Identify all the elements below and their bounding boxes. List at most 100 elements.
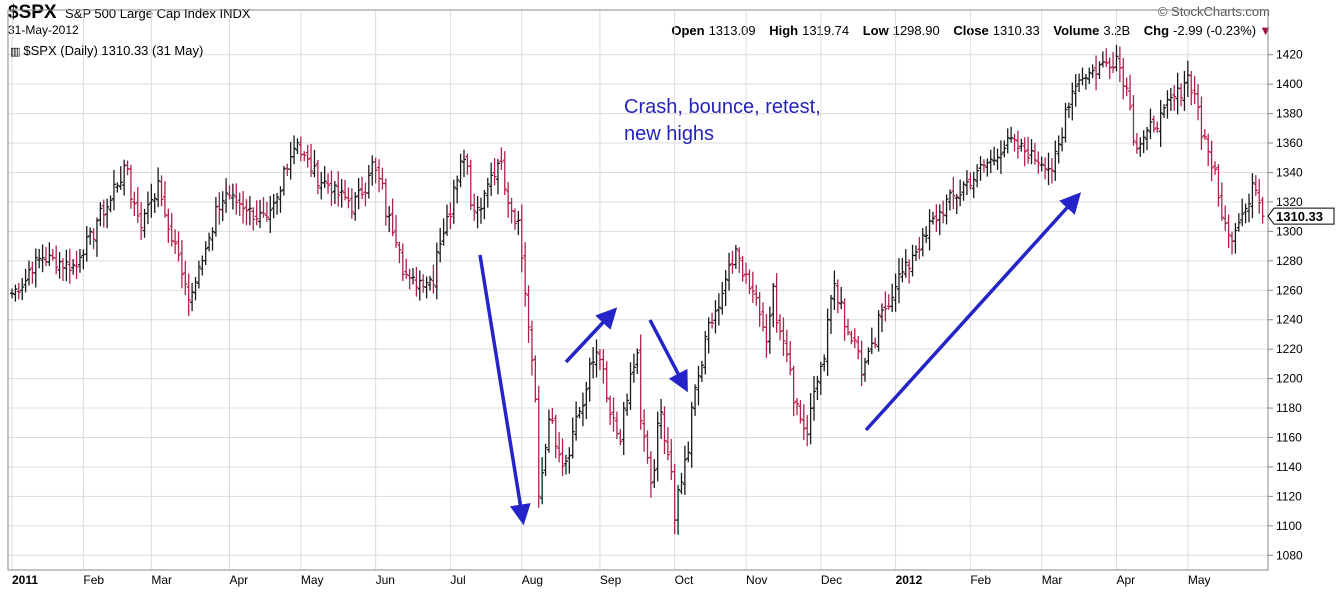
- last-value-label: 1310.33: [1276, 209, 1323, 224]
- new-highs-arrow: [864, 192, 1082, 432]
- ohlc-bar: [1192, 75, 1197, 105]
- ohlc-bar: [723, 270, 728, 307]
- ohlc-bar: [84, 226, 89, 262]
- ohlc-bar: [560, 438, 565, 476]
- ohlc-bar: [1243, 203, 1248, 224]
- volume-label: Volume: [1053, 23, 1100, 38]
- ohlc-bar: [370, 155, 375, 186]
- ohlc-bar: [750, 271, 755, 303]
- ohlc-bar: [791, 365, 796, 417]
- ohlc-bar: [618, 428, 623, 446]
- ohlc-bar: [159, 175, 164, 207]
- ohlc-bar: [118, 166, 123, 190]
- ohlc-bar: [693, 384, 698, 416]
- ohlc-bar: [1209, 140, 1214, 182]
- ohlc-bar: [985, 158, 990, 177]
- ohlc-bar: [604, 361, 609, 403]
- stockcharts-credit[interactable]: © StockCharts.com: [1157, 4, 1270, 19]
- y-tick-label: 1380: [1276, 107, 1303, 121]
- ohlc-bar: [744, 262, 749, 284]
- ohlc-bar: [1151, 115, 1156, 133]
- ohlc-bar: [128, 164, 133, 209]
- ohlc-bar: [288, 141, 293, 180]
- ohlc-bar: [1053, 140, 1058, 182]
- ohlc-bar: [611, 397, 616, 432]
- ohlc-bar: [281, 165, 286, 196]
- ohlc-bar: [40, 244, 45, 273]
- ohlc-bar: [886, 294, 891, 310]
- ohlc-bar: [944, 194, 949, 225]
- ohlc-bar: [366, 164, 371, 199]
- plot-frame: [7, 9, 1269, 571]
- ohlc-bar: [1165, 90, 1170, 119]
- ohlc-bar: [336, 171, 341, 207]
- y-tick-label: 1320: [1276, 195, 1303, 209]
- ohlc-bar: [846, 318, 850, 336]
- ohlc-bar: [492, 158, 497, 186]
- ohlc-bar: [309, 143, 314, 177]
- ohlc-bar: [1172, 85, 1177, 111]
- ohlc-bar: [390, 198, 395, 237]
- ohlc-bar: [1121, 58, 1126, 100]
- ohlc-bar: [849, 330, 854, 345]
- ohlc-bar: [676, 484, 681, 535]
- ohlc-bar: [801, 404, 806, 441]
- ohlc-bar: [1036, 151, 1041, 174]
- ohlc-bar: [346, 187, 351, 209]
- ohlc-bar: [183, 260, 188, 296]
- ohlc-bar: [1145, 126, 1150, 151]
- last-value-box: [1267, 207, 1335, 225]
- ohlc-bar: [271, 194, 276, 219]
- ohlc-bar: [594, 339, 599, 378]
- chart-date: 31-May-2012: [8, 23, 79, 37]
- ohlc-bar: [33, 248, 38, 288]
- y-tick-label: 1200: [1276, 372, 1303, 386]
- x-tick-label: May: [301, 573, 324, 587]
- close-value: 1310.33: [992, 23, 1040, 38]
- x-tick-label: 2012: [896, 573, 923, 587]
- ohlc-bar: [631, 353, 636, 383]
- ohlc-bar: [757, 291, 762, 327]
- ohlc-bar: [302, 151, 307, 162]
- ohlc-bar: [737, 247, 742, 273]
- ohlc-bar: [37, 248, 42, 269]
- ohlc-bar: [832, 270, 837, 311]
- ohlc-bar: [298, 136, 303, 162]
- ohlc-bar: [499, 147, 504, 170]
- y-tick-label: 1420: [1276, 48, 1303, 62]
- ohlc-bar: [1219, 182, 1224, 221]
- ohlc-bar: [356, 177, 361, 210]
- ohlc-bar: [924, 226, 929, 244]
- ohlc-bar: [43, 246, 48, 267]
- ohlc-bar: [727, 252, 732, 291]
- ohlc-bar: [111, 169, 116, 211]
- ohlc-bar: [805, 415, 810, 447]
- ohlc-bar: [74, 250, 79, 280]
- y-tick-label: 1180: [1276, 401, 1302, 415]
- ohlc-bar: [913, 245, 918, 261]
- x-tick-label: Nov: [746, 573, 767, 587]
- ohlc-bar: [614, 411, 619, 439]
- ohlc-bar: [10, 288, 14, 299]
- ohlc-bar: [81, 249, 86, 270]
- ohlc-bar: [60, 258, 65, 282]
- ohlc-bar: [1094, 55, 1099, 91]
- ohlc-bar: [937, 204, 942, 236]
- ohlc-bar: [995, 148, 1000, 171]
- ohlc-bar: [699, 360, 704, 383]
- ohlc-bar: [896, 258, 901, 304]
- ohlc-bar: [1032, 142, 1037, 165]
- ohlc-bar: [645, 430, 650, 464]
- ohlc-bar: [968, 172, 973, 190]
- ohlc-bar: [927, 209, 932, 251]
- ohlc-bar: [890, 283, 895, 313]
- ohlc-bar: [947, 189, 952, 211]
- ohlc-bar: [720, 281, 725, 315]
- ohlc-bar: [213, 197, 218, 237]
- ohlc-bar: [577, 406, 582, 419]
- x-tick-label: Apr: [229, 573, 248, 587]
- ohlc-bar: [696, 365, 701, 406]
- ohlc-bar: [261, 197, 266, 218]
- ohlc-bar: [1056, 135, 1061, 164]
- ohlc-bar: [822, 354, 827, 372]
